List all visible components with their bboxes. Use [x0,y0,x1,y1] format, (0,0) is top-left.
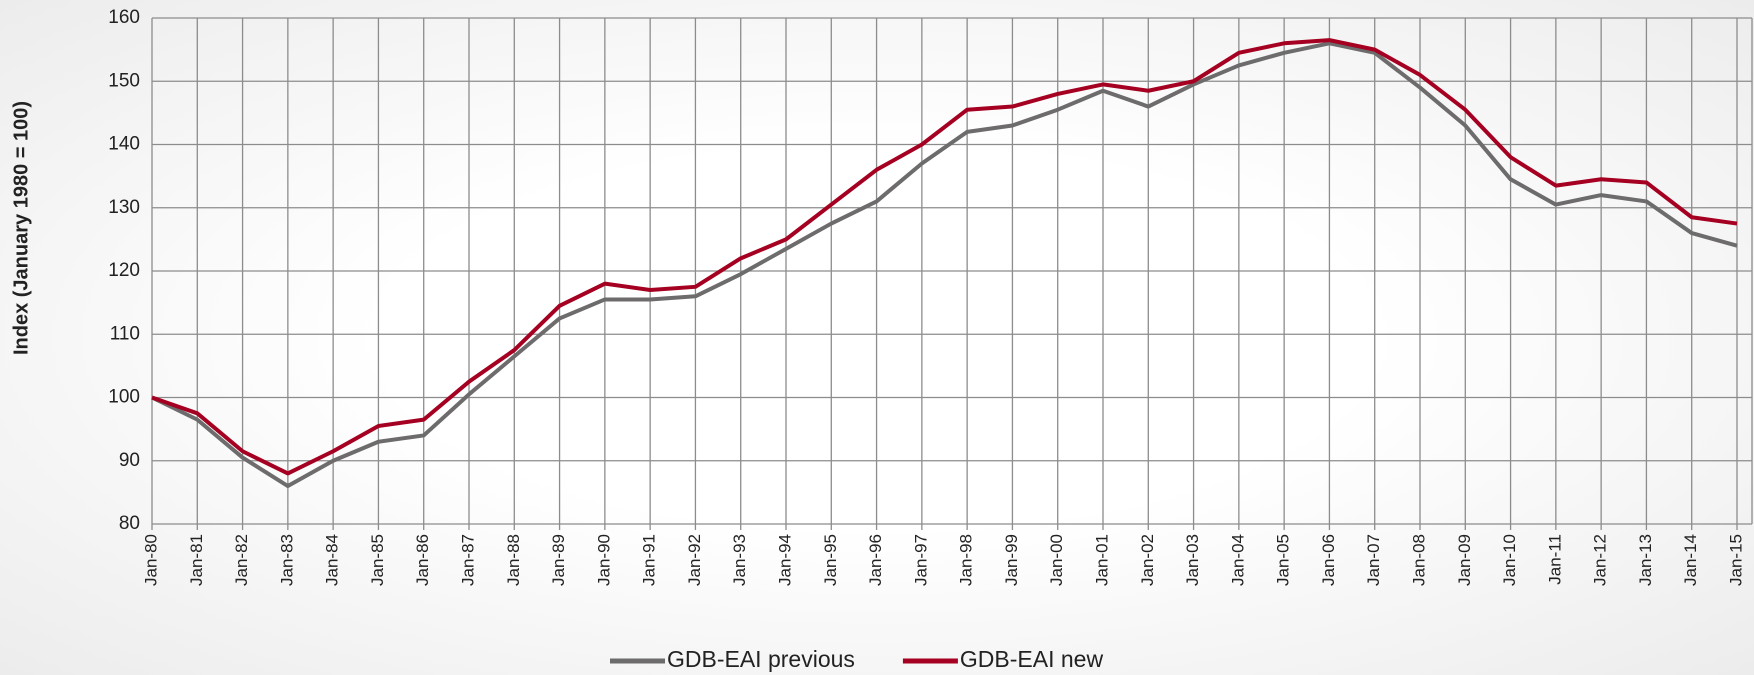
y-tick-label: 100 [108,387,140,408]
x-tick-label: Jan-97 [911,534,930,586]
series-line [151,41,1738,489]
x-tick-label: Jan-98 [957,534,976,586]
x-tick-label: Jan-11 [1545,534,1564,585]
x-tick-label: Jan-83 [277,534,296,586]
x-tick-label: Jan-14 [1681,534,1700,586]
x-tick-label: Jan-04 [1228,534,1247,586]
x-tick-label: Jan-13 [1636,534,1655,586]
x-tick-label: Jan-90 [594,534,613,586]
x-tick-label: Jan-88 [504,534,523,586]
x-tick-label: Jan-95 [821,534,840,586]
x-tick-label: Jan-15 [1726,534,1745,586]
x-tick-label: Jan-92 [685,534,704,586]
series-line [151,38,1738,476]
x-tick-label: Jan-80 [141,534,160,586]
y-tick-label: 120 [108,260,140,281]
x-tick-label: Jan-03 [1183,534,1202,586]
y-tick-label: 130 [108,197,140,218]
x-tick-label: Jan-87 [458,534,477,586]
x-tick-label: Jan-85 [368,534,387,586]
y-tick-label: 140 [108,134,140,155]
x-tick-label: Jan-99 [1002,534,1021,586]
y-axis-title: Index (January 1980 = 100) [10,101,32,355]
x-tick-label: Jan-84 [323,534,342,586]
x-tick-label: Jan-07 [1364,534,1383,586]
x-tick-label: Jan-06 [1319,534,1338,586]
x-tick-label: Jan-86 [413,534,432,586]
x-tick-label: Jan-10 [1500,534,1519,586]
x-tick-label: Jan-94 [775,534,794,586]
x-tick-label: Jan-93 [730,534,749,586]
x-tick-label: Jan-09 [1455,534,1474,586]
x-tick-label: Jan-82 [232,534,251,586]
y-tick-label: 150 [108,70,140,91]
x-tick-label: Jan-91 [640,534,659,586]
x-tick-label: Jan-00 [1047,534,1066,586]
y-tick-label: 80 [119,513,140,534]
x-tick-label: Jan-89 [549,534,568,586]
y-tick-label: 160 [108,7,140,28]
x-tick-label: Jan-12 [1591,534,1610,586]
x-tick-label: Jan-05 [1274,534,1293,586]
x-tick-label: Jan-02 [1138,534,1157,586]
y-tick-label: 90 [119,450,140,471]
x-tick-label: Jan-08 [1409,534,1428,586]
legend-label: GDB-EAI new [960,646,1104,672]
y-tick-label: 110 [110,323,140,344]
x-tick-label: Jan-01 [1092,534,1111,586]
x-tick-label: Jan-96 [866,534,885,586]
x-tick-label: Jan-81 [187,534,206,586]
legend-label: GDB-EAI previous [667,646,855,672]
